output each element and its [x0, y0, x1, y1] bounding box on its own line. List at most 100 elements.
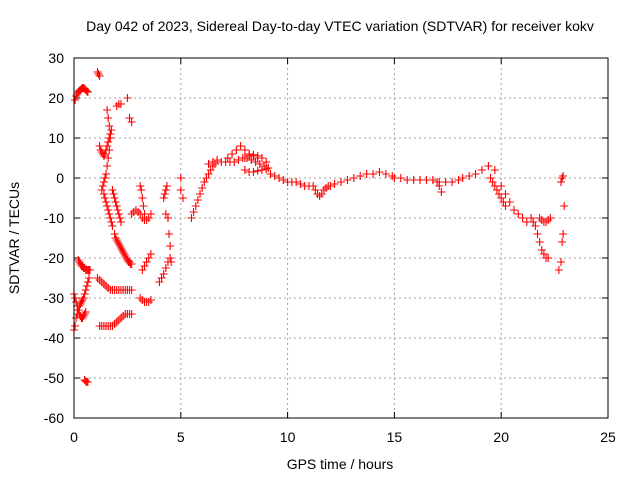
- x-tick-labels: 0 5 10 15 20 25: [70, 429, 616, 445]
- data-point: [356, 172, 365, 180]
- series-fall-19_20: [486, 174, 510, 210]
- data-point: [245, 152, 254, 160]
- data-point: [309, 182, 318, 190]
- x-tick-label: 0: [70, 429, 78, 445]
- data-point: [232, 146, 241, 154]
- data-point: [138, 266, 147, 274]
- data-point: [559, 172, 568, 180]
- data-point: [99, 190, 108, 198]
- data-point: [433, 178, 442, 186]
- data-point: [510, 206, 519, 214]
- data-point: [155, 278, 164, 286]
- data-point: [113, 206, 122, 214]
- y-tick-label: 30: [48, 50, 64, 66]
- series-pt-4_3: [161, 210, 172, 222]
- data-point: [558, 174, 567, 182]
- data-point: [71, 294, 80, 302]
- data-point: [240, 146, 249, 154]
- data-point: [537, 246, 546, 254]
- data-point: [116, 100, 125, 108]
- data-point: [477, 166, 486, 174]
- data-point: [230, 158, 239, 166]
- data-point: [115, 214, 124, 222]
- data-point: [317, 190, 326, 198]
- data-point: [497, 194, 506, 202]
- data-point: [144, 298, 153, 306]
- y-axis-label: SDTVAR / TECUs: [6, 182, 22, 294]
- data-point: [144, 214, 153, 222]
- data-point: [311, 186, 320, 194]
- data-point: [322, 184, 331, 192]
- data-point: [84, 274, 93, 282]
- data-point: [557, 178, 566, 186]
- data-point: [142, 216, 151, 224]
- series-rise-12_14: [330, 168, 397, 188]
- plot-frame: [73, 57, 609, 419]
- data-point: [103, 202, 112, 210]
- data-point: [381, 170, 390, 178]
- data-point: [111, 198, 120, 206]
- x-tick-label: 10: [280, 429, 296, 445]
- data-point: [465, 172, 474, 180]
- series-early-top-arc: [71, 84, 92, 104]
- data-point: [104, 284, 113, 292]
- x-tick-label: 25: [600, 429, 616, 445]
- data-point: [107, 126, 116, 134]
- data-point: [106, 130, 115, 138]
- series-rise-mid: [95, 126, 116, 160]
- data-point: [193, 196, 202, 204]
- chart-title: Day 042 of 2023, Sidereal Day-to-day VTE…: [86, 18, 594, 34]
- data-point: [315, 192, 324, 200]
- data-point: [546, 214, 555, 222]
- data-point: [127, 286, 136, 294]
- data-point: [349, 174, 358, 182]
- data-point: [100, 150, 109, 158]
- series-low-band-2: [95, 310, 136, 330]
- data-point: [223, 154, 232, 162]
- data-point: [127, 210, 136, 218]
- y-tick-label: -20: [44, 250, 64, 266]
- data-point: [99, 280, 108, 288]
- data-point: [198, 184, 207, 192]
- x-tick-label: 15: [387, 429, 403, 445]
- series-cluster-21_22: [527, 214, 553, 262]
- data-point: [240, 154, 249, 162]
- data-point: [112, 318, 121, 326]
- data-point: [330, 180, 339, 188]
- data-point: [266, 170, 275, 178]
- data-point: [108, 186, 117, 194]
- data-point: [296, 180, 305, 188]
- data-point: [240, 166, 249, 174]
- y-tick-label: -50: [44, 370, 64, 386]
- data-point: [518, 214, 527, 222]
- data-point: [105, 210, 114, 218]
- data-point: [116, 314, 125, 322]
- data-point: [131, 206, 140, 214]
- data-point: [134, 208, 143, 216]
- series-flat-15_17: [390, 174, 463, 186]
- data-point: [159, 270, 168, 278]
- data-point: [160, 190, 169, 198]
- series-col-22_8-top: [557, 172, 568, 186]
- series-fall-20_21: [497, 182, 531, 226]
- data-point: [559, 230, 568, 238]
- data-point: [369, 170, 378, 178]
- data-point: [114, 316, 123, 324]
- series-pt-2_6: [123, 94, 136, 126]
- data-point: [105, 134, 114, 142]
- data-point: [253, 152, 262, 160]
- y-tick-label: -60: [44, 410, 64, 426]
- data-point: [146, 296, 155, 304]
- series-descend-c: [110, 230, 136, 268]
- data-point: [279, 176, 288, 184]
- data-point: [343, 176, 352, 184]
- data-point: [202, 174, 211, 182]
- data-point: [492, 186, 501, 194]
- data-point: [166, 254, 175, 262]
- data-point: [554, 266, 563, 274]
- series-pt-1_9: [112, 100, 125, 110]
- data-point: [527, 214, 536, 222]
- data-point: [73, 302, 82, 310]
- data-point: [539, 250, 548, 258]
